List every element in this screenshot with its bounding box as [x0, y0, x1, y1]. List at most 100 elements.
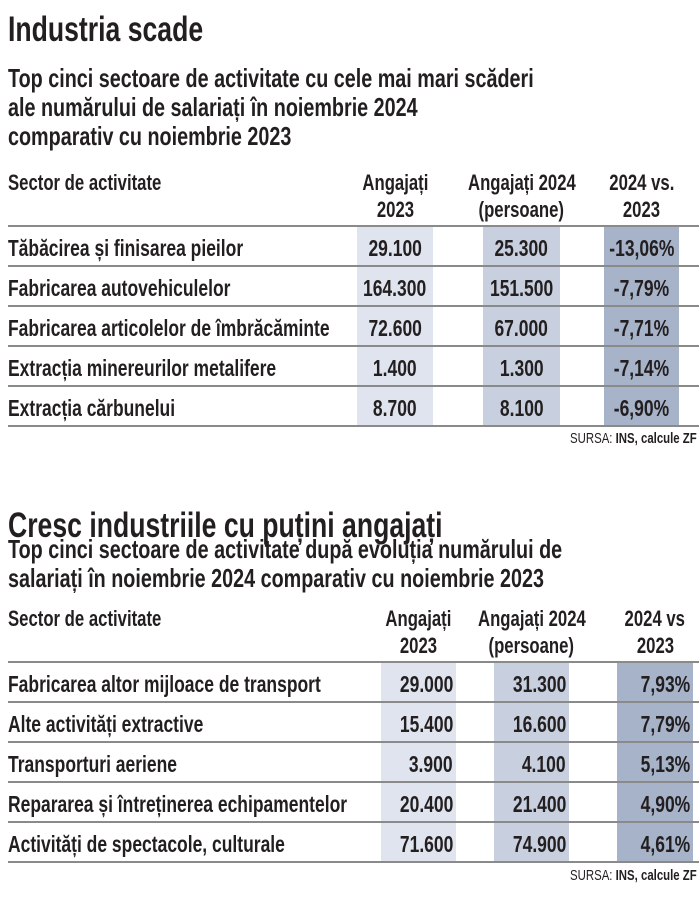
- section-title-text: Cresc industriile cu puțini angajați: [8, 506, 443, 545]
- cell-text: 3.900: [409, 751, 453, 777]
- row-divider: [8, 225, 699, 227]
- cell-value: 74.900: [434, 824, 566, 864]
- subtitle-text: comparativ cu noiembrie 2023: [8, 121, 292, 151]
- cell-text: 72.600: [368, 315, 422, 341]
- cell-text: 4.100: [522, 751, 566, 777]
- source-value: INS, calcule ZF: [615, 867, 697, 884]
- subtitle-line: salariați în noiembrie 2024 comparativ c…: [8, 564, 699, 593]
- column-header-sector: Sector de activitate: [8, 170, 210, 195]
- column-header-col2: Angajați 2024: [442, 170, 602, 195]
- cell-text: Alte activități extractive: [8, 711, 204, 737]
- header-text: Angajați: [385, 606, 452, 631]
- row-divider: [8, 425, 699, 427]
- cell-text: Extracția minereurilor metalifere: [8, 355, 277, 381]
- cell-text: Extracția cărbunelui: [8, 395, 176, 421]
- cell-text: -6,90%: [613, 395, 670, 421]
- header-text: Sector de activitate: [8, 170, 162, 195]
- cell-text: Fabricarea articolelor de îmbrăcăminte: [8, 315, 330, 341]
- cell-value: 8.700: [327, 388, 463, 428]
- cell-text: -7,14%: [613, 355, 670, 381]
- cell-value: 8.100: [453, 388, 590, 428]
- row-divider: [8, 265, 699, 267]
- cell-text: 74.900: [512, 831, 566, 857]
- header-text: 2023: [622, 197, 661, 222]
- cell-value: 21.400: [434, 784, 566, 824]
- cell-text: 5,13%: [640, 751, 690, 777]
- cell-value: 72.600: [327, 308, 463, 348]
- subtitle-text: ale numărului de salariați în noiembrie …: [8, 92, 418, 122]
- header-text: 2023: [636, 633, 674, 658]
- cell-text: 8.100: [499, 395, 544, 421]
- cell-text: 29.000: [399, 671, 453, 697]
- cell-sector: Extracția cărbunelui: [8, 388, 228, 428]
- column-header-col3: 2024 vs.: [562, 170, 699, 195]
- source-text: SURSA: INS, calcule ZF: [570, 867, 697, 884]
- source-note: SURSA: INS, calcule ZF: [530, 430, 697, 447]
- cell-text: 164.300: [363, 275, 427, 301]
- header-text: 2024 vs.: [608, 170, 675, 195]
- header-text: 2023: [376, 197, 414, 222]
- row-divider: [8, 741, 699, 743]
- cell-text: Transporturi aeriene: [8, 751, 178, 777]
- subtitle-line: Top cinci sectoare de activitate cu cele…: [8, 64, 699, 93]
- cell-value: 4,61%: [557, 824, 690, 864]
- cell-text: 1.400: [373, 355, 417, 381]
- cell-text: 67.000: [494, 315, 549, 341]
- subtitle-line: comparativ cu noiembrie 2023: [8, 122, 381, 151]
- cell-value: 164.300: [327, 268, 463, 308]
- cell-sector: Activități de spectacole, culturale: [8, 824, 372, 864]
- column-header-col1: 2023: [315, 197, 475, 222]
- cell-text: Tăbăcirea și finisarea pieilor: [8, 235, 244, 261]
- column-shade-col1: [357, 226, 433, 426]
- cell-text: 20.400: [399, 791, 453, 817]
- cell-text: 4,90%: [640, 791, 690, 817]
- cell-value: -6,90%: [574, 388, 699, 428]
- cell-value: 7,93%: [557, 664, 690, 704]
- column-header-col3: 2023: [575, 633, 699, 658]
- cell-value: -7,14%: [574, 348, 699, 388]
- source-value: INS, calcule ZF: [615, 430, 697, 447]
- cell-text: 21.400: [512, 791, 566, 817]
- column-header-sector: Sector de activitate: [8, 606, 210, 631]
- column-header-col2: Angajați 2024: [452, 606, 612, 631]
- subtitle-text: Top cinci sectoare de activitate cu cele…: [8, 63, 534, 93]
- subtitle-text: Top cinci sectoare de activitate după ev…: [8, 534, 563, 564]
- cell-value: 5,13%: [557, 744, 690, 784]
- cell-text: 31.300: [512, 671, 566, 697]
- column-shade-col2: [494, 662, 569, 862]
- section-title: Industria scade: [8, 10, 265, 50]
- header-text: Angajați 2024: [477, 606, 586, 631]
- cell-sector: Tăbăcirea și finisarea pieilor: [8, 228, 317, 268]
- cell-value: 7,79%: [557, 704, 690, 744]
- column-header-col2: (persoane): [442, 197, 602, 222]
- cell-text: Activități de spectacole, culturale: [8, 831, 285, 857]
- source-label: SURSA:: [570, 430, 613, 447]
- cell-value: 4.100: [434, 744, 566, 784]
- cell-sector: Fabricarea altor mijloace de transport: [8, 664, 420, 704]
- cell-value: -13,06%: [574, 228, 699, 268]
- column-shade-col1: [381, 662, 456, 862]
- cell-text: 8.700: [373, 395, 417, 421]
- cell-value: 3.900: [321, 744, 453, 784]
- subtitle-text: salariați în noiembrie 2024 comparativ c…: [8, 563, 544, 593]
- cell-value: 25.300: [453, 228, 590, 268]
- cell-text: -7,79%: [613, 275, 670, 301]
- cell-text: Fabricarea altor mijloace de transport: [8, 671, 321, 697]
- header-text: Angajați 2024: [467, 170, 576, 195]
- cell-value: 1.300: [453, 348, 590, 388]
- section-title-text: Industria scade: [8, 10, 204, 49]
- column-header-col3: 2024 vs: [575, 606, 699, 631]
- column-header-col3: 2023: [562, 197, 699, 222]
- source-text: SURSA: INS, calcule ZF: [570, 430, 697, 447]
- cell-value: 31.300: [434, 664, 566, 704]
- subtitle-line: Top cinci sectoare de activitate după ev…: [8, 535, 699, 564]
- cell-value: -7,71%: [574, 308, 699, 348]
- header-text: (persoane): [478, 197, 565, 222]
- header-text: Angajați: [362, 170, 428, 195]
- cell-text: 29.100: [368, 235, 422, 261]
- subtitle-line: ale numărului de salariați în noiembrie …: [8, 93, 547, 122]
- cell-text: 16.600: [512, 711, 566, 737]
- cell-sector: Transporturi aeriene: [8, 744, 230, 784]
- column-shade-col2: [483, 226, 560, 426]
- cell-sector: Fabricarea articolelor de îmbrăcăminte: [8, 308, 431, 348]
